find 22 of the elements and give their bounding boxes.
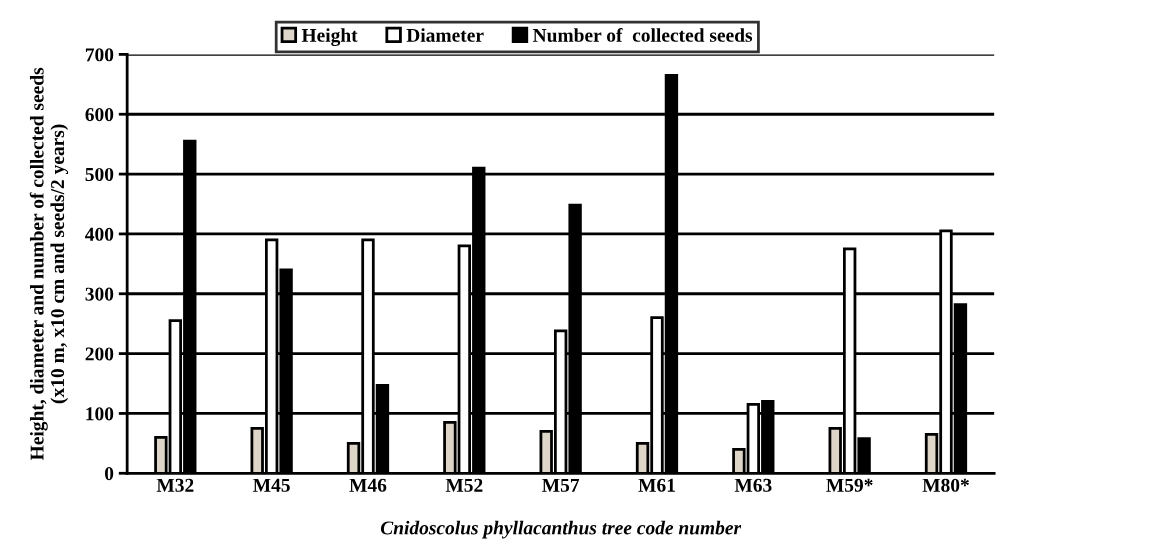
x-tick-label: M52 (445, 478, 483, 492)
y-axis-title: Height, diameter and number of collected seeds (x10 m, x10 cm and seeds/2 years) (29, 67, 69, 461)
x-tick-label: M61 (638, 478, 675, 492)
legend-label: Diameter (406, 28, 484, 42)
x-tick-label: M32 (156, 478, 194, 492)
y-tick-label: 100 (86, 407, 114, 421)
x-axis-title: Cnidoscolus phyllacanthus tree code number (380, 520, 742, 539)
x-tick-label: M57 (542, 478, 580, 492)
x-tick-label: M63 (734, 478, 772, 492)
x-tick-label: M59* (826, 478, 873, 492)
y-tick-label: 0 (104, 467, 114, 481)
y-tick-label: 500 (85, 167, 114, 182)
x-tick-label: M46 (349, 478, 387, 492)
y-tick-label: 600 (85, 108, 114, 122)
x-tick-label: M80* (922, 478, 969, 492)
y-tick-label: 700 (85, 48, 114, 62)
legend-label: Number of collected seeds (532, 27, 753, 42)
legend-label: Height (301, 28, 358, 46)
y-tick-label: 200 (85, 347, 114, 361)
y-tick-label: 400 (85, 227, 114, 241)
x-tick-label: M45 (253, 478, 290, 492)
y-tick-label: 300 (85, 287, 114, 301)
